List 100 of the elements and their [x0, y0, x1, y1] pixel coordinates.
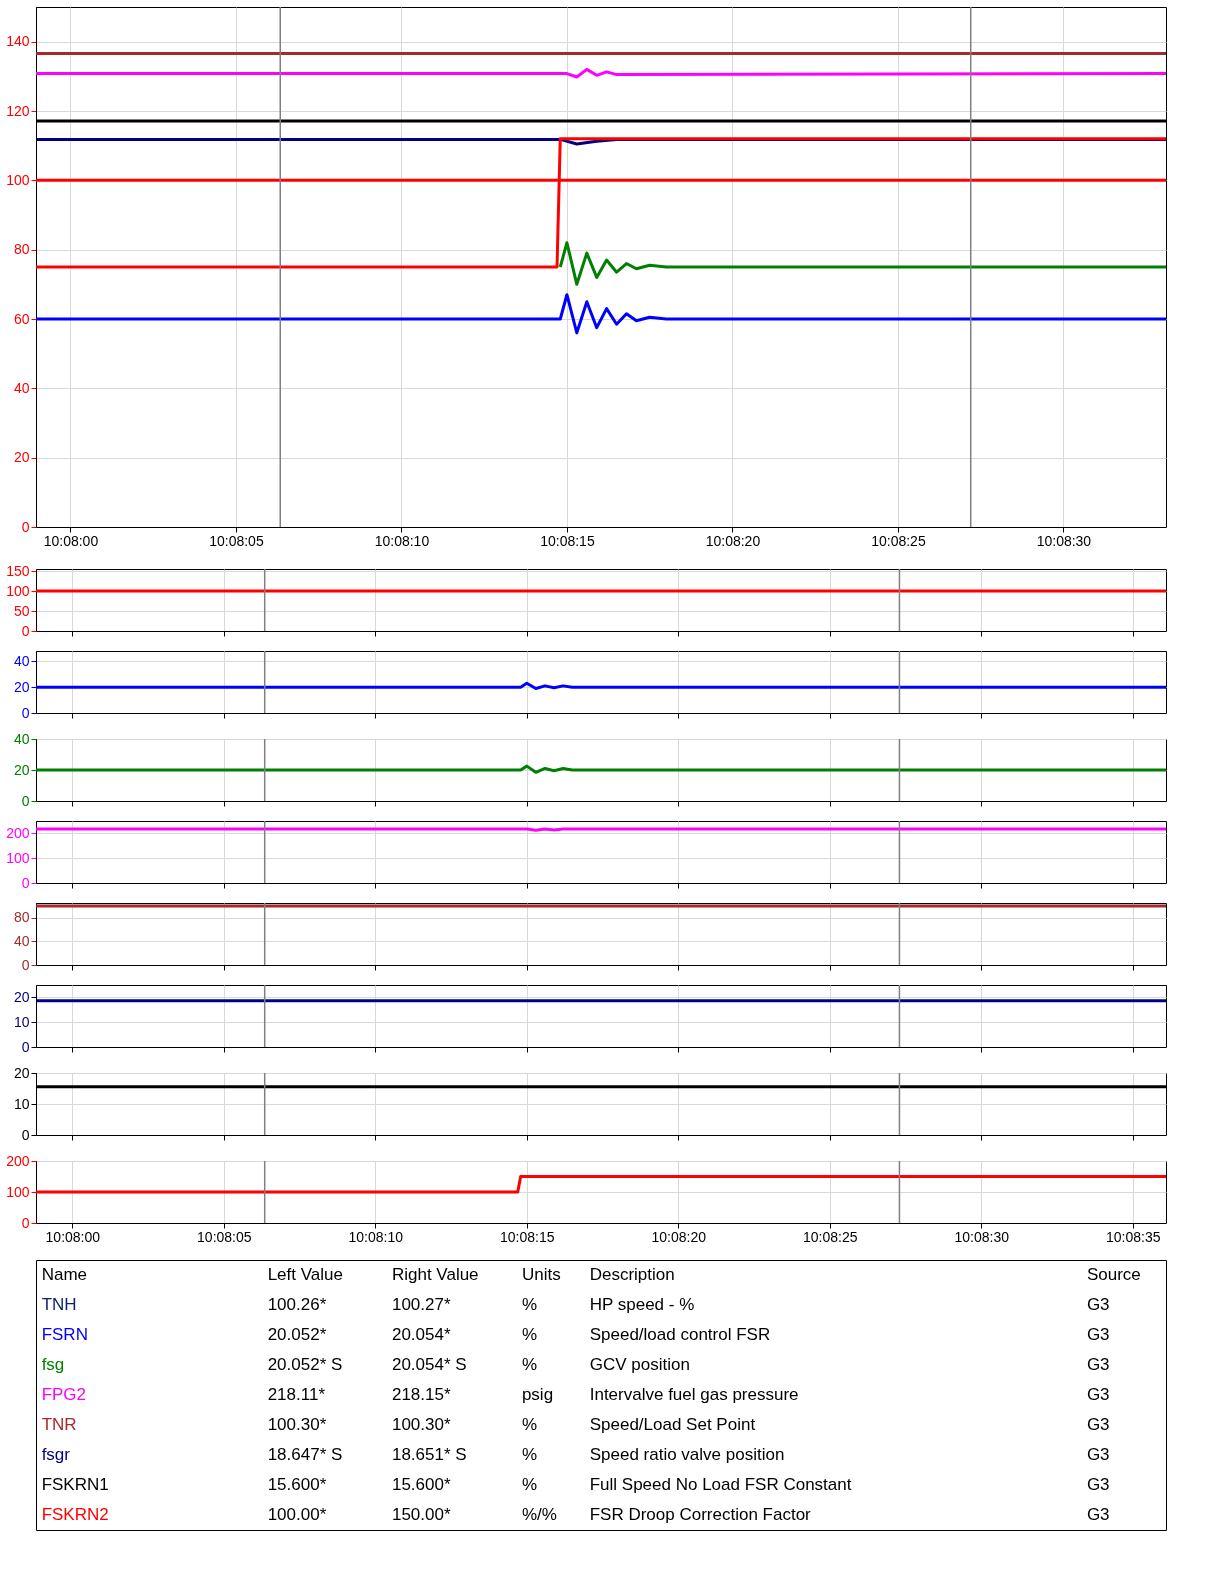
text: G3 — [1086, 1475, 1110, 1494]
y-tick-label: 140 — [6, 33, 30, 50]
text: % — [521, 1445, 538, 1464]
text: Right Value — [391, 1265, 479, 1284]
text: FSR Droop Correction Factor — [589, 1505, 812, 1524]
y-tick-label: 0 — [21, 1038, 30, 1055]
y-tick-label: 60 — [13, 310, 30, 327]
text: 218.15* — [391, 1385, 451, 1404]
x-tick-label: 10:08:30 — [1036, 532, 1092, 549]
y-tick-label: 150 — [6, 562, 30, 579]
text: 100.27* — [391, 1295, 451, 1314]
text: 20.052* — [267, 1325, 327, 1344]
text: 150.00* — [391, 1505, 451, 1524]
text: 15.600* — [267, 1475, 327, 1494]
x-tick-label: 10:08:20 — [651, 1228, 707, 1245]
y-tick-label: 200 — [6, 1152, 30, 1169]
y-tick-label: 20 — [13, 678, 30, 695]
text: psig — [521, 1385, 554, 1404]
y-tick-label: 0 — [21, 1126, 30, 1143]
text: Speed ratio valve position — [589, 1445, 785, 1464]
text: 100.30* — [267, 1415, 327, 1434]
text: 100.00* — [267, 1505, 327, 1524]
text: FSKRN1 — [41, 1475, 109, 1494]
text: Intervalve fuel gas pressure — [589, 1385, 799, 1404]
y-tick-label: 0 — [21, 704, 30, 721]
text: 218.11* — [267, 1385, 326, 1404]
text: 18.651* S — [391, 1445, 467, 1464]
x-tick-label: 10:08:15 — [540, 532, 595, 549]
text: TNH — [41, 1295, 77, 1314]
text: G3 — [1086, 1355, 1110, 1374]
x-tick-label: 10:08:00 — [45, 1228, 101, 1245]
y-tick-label: 20 — [13, 449, 30, 466]
text: G3 — [1086, 1385, 1110, 1404]
x-tick-label: 10:08:10 — [374, 532, 430, 549]
y-tick-label: 40 — [13, 379, 30, 396]
text: G3 — [1086, 1415, 1110, 1434]
text: 15.600* — [391, 1475, 451, 1494]
text: fsg — [41, 1355, 65, 1374]
text: GCV position — [589, 1355, 690, 1374]
text: Speed/Load Set Point — [589, 1415, 756, 1434]
text: 20.054* — [391, 1325, 451, 1344]
text: % — [521, 1355, 538, 1374]
y-tick-label: 0 — [21, 622, 30, 639]
text: TNR — [41, 1415, 77, 1434]
y-tick-label: 100 — [6, 582, 30, 599]
text: G3 — [1086, 1445, 1110, 1464]
text: G3 — [1086, 1325, 1110, 1344]
y-tick-label: 40 — [13, 932, 30, 949]
y-tick-label: 50 — [13, 602, 30, 619]
text: % — [521, 1475, 538, 1494]
text: Name — [41, 1265, 88, 1284]
y-tick-label: 20 — [13, 1064, 30, 1081]
y-tick-label: 0 — [21, 956, 30, 973]
y-tick-label: 40 — [13, 652, 30, 669]
y-tick-label: 200 — [6, 824, 30, 841]
y-tick-label: 80 — [13, 241, 30, 258]
text: Source — [1086, 1265, 1141, 1284]
y-tick-label: 20 — [13, 988, 30, 1005]
text: FPG2 — [41, 1385, 87, 1404]
y-tick-label: 10 — [13, 1013, 30, 1030]
x-tick-label: 10:08:10 — [348, 1228, 404, 1245]
text: 20.052* S — [267, 1355, 343, 1374]
y-tick-label: 0 — [21, 792, 30, 809]
x-tick-label: 10:08:05 — [209, 532, 264, 549]
y-tick-label: 80 — [13, 909, 30, 926]
text: G3 — [1086, 1295, 1110, 1314]
text: FSKRN2 — [41, 1505, 109, 1524]
text: FSRN — [41, 1325, 88, 1344]
y-tick-label: 10 — [13, 1095, 30, 1112]
text: 100.30* — [391, 1415, 451, 1434]
y-tick-label: 40 — [13, 730, 30, 747]
text: Units — [521, 1265, 561, 1284]
text: % — [521, 1415, 538, 1434]
x-tick-label: 10:08:30 — [954, 1228, 1010, 1245]
text: Speed/load control FSR — [589, 1325, 771, 1344]
text: % — [521, 1325, 538, 1344]
y-tick-label: 100 — [6, 849, 30, 866]
text: fsgr — [41, 1445, 71, 1464]
y-tick-label: 20 — [13, 761, 30, 778]
text: HP speed - % — [589, 1295, 695, 1314]
text: 18.647* S — [267, 1445, 343, 1464]
y-tick-label: 0 — [21, 874, 30, 891]
y-tick-label: 0 — [21, 518, 30, 535]
x-tick-label: 10:08:05 — [197, 1228, 252, 1245]
y-tick-label: 120 — [6, 102, 30, 119]
text: Left Value — [267, 1265, 343, 1284]
x-tick-label: 10:08:00 — [43, 532, 99, 549]
y-tick-label: 100 — [6, 171, 30, 188]
y-tick-label: 100 — [6, 1183, 30, 1200]
text: 20.054* S — [391, 1355, 467, 1374]
text: 100.26* — [267, 1295, 327, 1314]
x-tick-label: 10:08:20 — [705, 532, 761, 549]
x-tick-label: 10:08:35 — [1105, 1228, 1161, 1245]
x-tick-label: 10:08:25 — [871, 532, 926, 549]
y-tick-label: 0 — [21, 1214, 30, 1231]
x-tick-label: 10:08:15 — [500, 1228, 555, 1245]
text: Full Speed No Load FSR Constant — [589, 1475, 852, 1494]
text: % — [521, 1295, 538, 1314]
x-tick-label: 10:08:25 — [803, 1228, 858, 1245]
text: Description — [589, 1265, 675, 1284]
